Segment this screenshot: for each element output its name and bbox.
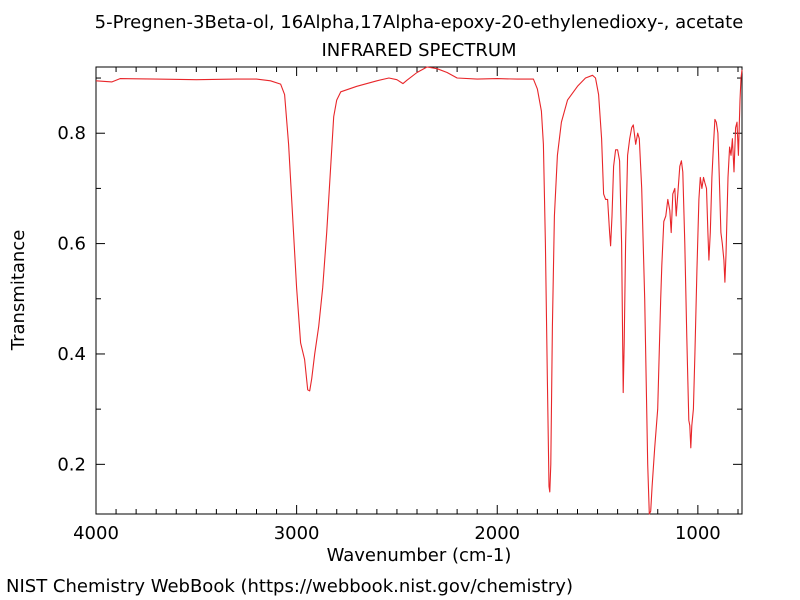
x-tick-label: 2000	[474, 523, 520, 544]
x-tick-label: 1000	[675, 523, 721, 544]
y-tick-label: 0.6	[57, 234, 86, 255]
x-tick-label: 3000	[274, 523, 320, 544]
y-tick-label: 0.8	[57, 123, 86, 144]
chart-title: 5-Pregnen-3Beta-ol, 16Alpha,17Alpha-epox…	[95, 12, 744, 33]
chart-subtitle: INFRARED SPECTRUM	[321, 40, 516, 61]
plot-frame	[95, 66, 743, 515]
x-axis-ticks: 4000 3000 2000 1000	[73, 67, 721, 544]
x-axis-label: Wavenumber (cm-1)	[327, 545, 512, 566]
minor-ticks	[96, 67, 742, 514]
source-footer: NIST Chemistry WebBook (https://webbook.…	[6, 576, 573, 597]
y-axis-label: Transmitance	[8, 230, 29, 352]
y-tick-label: 0.4	[57, 344, 86, 365]
y-tick-label: 0.2	[57, 454, 86, 475]
x-tick-label: 4000	[73, 523, 119, 544]
y-axis-ticks: 0.2 0.4 0.6 0.8	[57, 123, 742, 475]
spectrum-line	[95, 66, 743, 515]
